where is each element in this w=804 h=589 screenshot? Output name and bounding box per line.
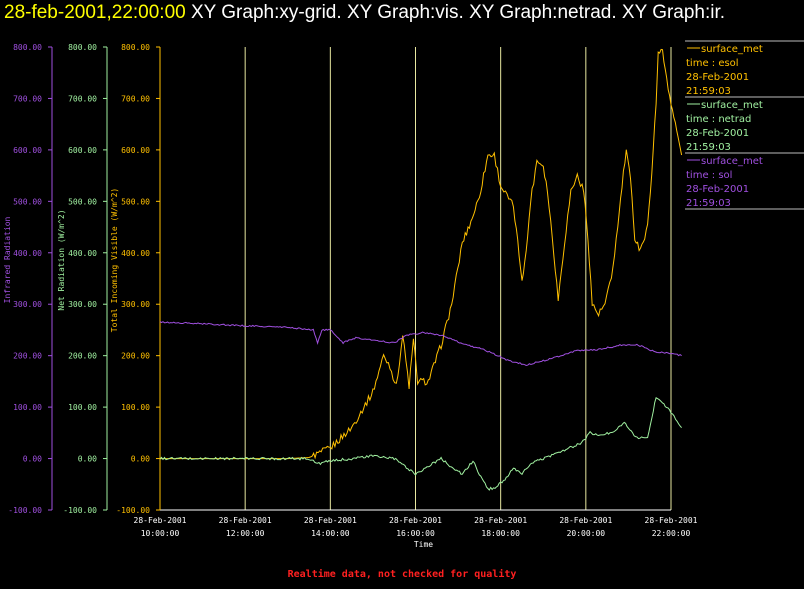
vis-tick-label: 400.00 [121, 249, 150, 258]
x-tick-time: 20:00:00 [567, 529, 606, 538]
x-tick-date: 28-Feb-2001 [389, 516, 442, 525]
ir-tick-label: 300.00 [13, 300, 42, 309]
legend-variable: time : esol [686, 58, 739, 69]
quality-notice: Realtime data, not checked for quality [287, 569, 517, 580]
ir-tick-label: 800.00 [13, 43, 42, 52]
ir-axis-title: Infrared Radiation [3, 216, 12, 303]
grid-layer [159, 47, 672, 510]
vis-tick-label: -100.00 [116, 506, 150, 515]
vis-series-line [160, 48, 683, 460]
chart-header: 28-feb-2001,22:00:00 XY Graph:xy-grid. X… [4, 2, 725, 24]
vis-tick-label: 0.00 [131, 455, 150, 464]
ir-tick-label: 100.00 [13, 403, 42, 412]
x-tick-date: 28-Feb-2001 [559, 516, 612, 525]
netrad-tick-label: -100.00 [63, 506, 97, 515]
x-tick-date: 28-Feb-2001 [304, 516, 357, 525]
header-graph-vis: XY Graph:vis. [346, 2, 464, 23]
legend-time: 21:59:03 [686, 198, 731, 209]
legend-date: 28-Feb-2001 [686, 184, 749, 195]
ir-series-line [159, 321, 682, 367]
axes-layer: 28-Feb-2001 10:00:00 28-Feb-2001 12:00:00 28… [3, 43, 698, 549]
vis-tick-label: 700.00 [121, 94, 150, 103]
x-tick-time: 22:00:00 [652, 529, 691, 538]
ir-tick-label: 500.00 [13, 197, 42, 206]
netrad-series-line [159, 397, 682, 491]
x-tick-time: 12:00:00 [226, 529, 265, 538]
netrad-tick-label: 400.00 [68, 249, 97, 258]
vis-tick-label: 800.00 [121, 43, 150, 52]
header-timestamp: 28-feb-2001,22:00:00 [4, 2, 186, 23]
x-tick-date: 28-Feb-2001 [474, 516, 527, 525]
legend-variable: time : sol [686, 170, 732, 181]
legend-date: 28-Feb-2001 [686, 72, 749, 83]
x-tick-time: 16:00:00 [396, 529, 435, 538]
vis-tick-label: 300.00 [121, 300, 150, 309]
vis-tick-label: 500.00 [121, 197, 150, 206]
legend-time: 21:59:03 [686, 86, 731, 97]
series-layer [159, 48, 683, 491]
netrad-tick-label: 800.00 [68, 43, 97, 52]
ir-tick-label: 600.00 [13, 146, 42, 155]
ir-tick-label: 200.00 [13, 352, 42, 361]
legend-series-name: surface_met [701, 100, 763, 111]
netrad-tick-label: 500.00 [68, 197, 97, 206]
netrad-axis-title: Net Radiation (W/m^2) [57, 209, 66, 310]
netrad-tick-label: 300.00 [68, 300, 97, 309]
vis-tick-label: 200.00 [121, 352, 150, 361]
legend-variable: time : netrad [686, 114, 751, 125]
ir-tick-label: 0.00 [23, 455, 42, 464]
vis-tick-label: 600.00 [121, 146, 150, 155]
netrad-tick-label: 200.00 [68, 352, 97, 361]
ir-tick-label: 400.00 [13, 249, 42, 258]
vis-axis-title: Total Incoming Visible (W/m^2) [110, 188, 119, 333]
x-axis-label: Time [414, 540, 433, 549]
x-tick-time: 14:00:00 [311, 529, 350, 538]
ir-tick-label: -100.00 [8, 506, 42, 515]
netrad-tick-label: 100.00 [68, 403, 97, 412]
ir-tick-label: 700.00 [13, 94, 42, 103]
x-tick-time: 10:00:00 [141, 529, 180, 538]
netrad-tick-label: 600.00 [68, 146, 97, 155]
netrad-tick-label: 0.00 [78, 455, 97, 464]
vis-tick-label: 100.00 [121, 403, 150, 412]
header-graph-ir: XY Graph:ir. [621, 2, 726, 23]
x-tick-date: 28-Feb-2001 [219, 516, 272, 525]
legend-series-name: surface_met [701, 44, 763, 55]
x-tick-date: 28-Feb-2001 [645, 516, 698, 525]
netrad-tick-label: 700.00 [68, 94, 97, 103]
x-tick-date: 28-Feb-2001 [134, 516, 187, 525]
x-tick-time: 18:00:00 [481, 529, 520, 538]
header-graph-netrad: XY Graph:netrad. [469, 2, 617, 23]
legend-time: 21:59:03 [686, 142, 731, 153]
legend-series-name: surface_met [701, 156, 763, 167]
header-graph-xy-grid: XY Graph:xy-grid. [191, 2, 342, 23]
legend-date: 28-Feb-2001 [686, 128, 749, 139]
